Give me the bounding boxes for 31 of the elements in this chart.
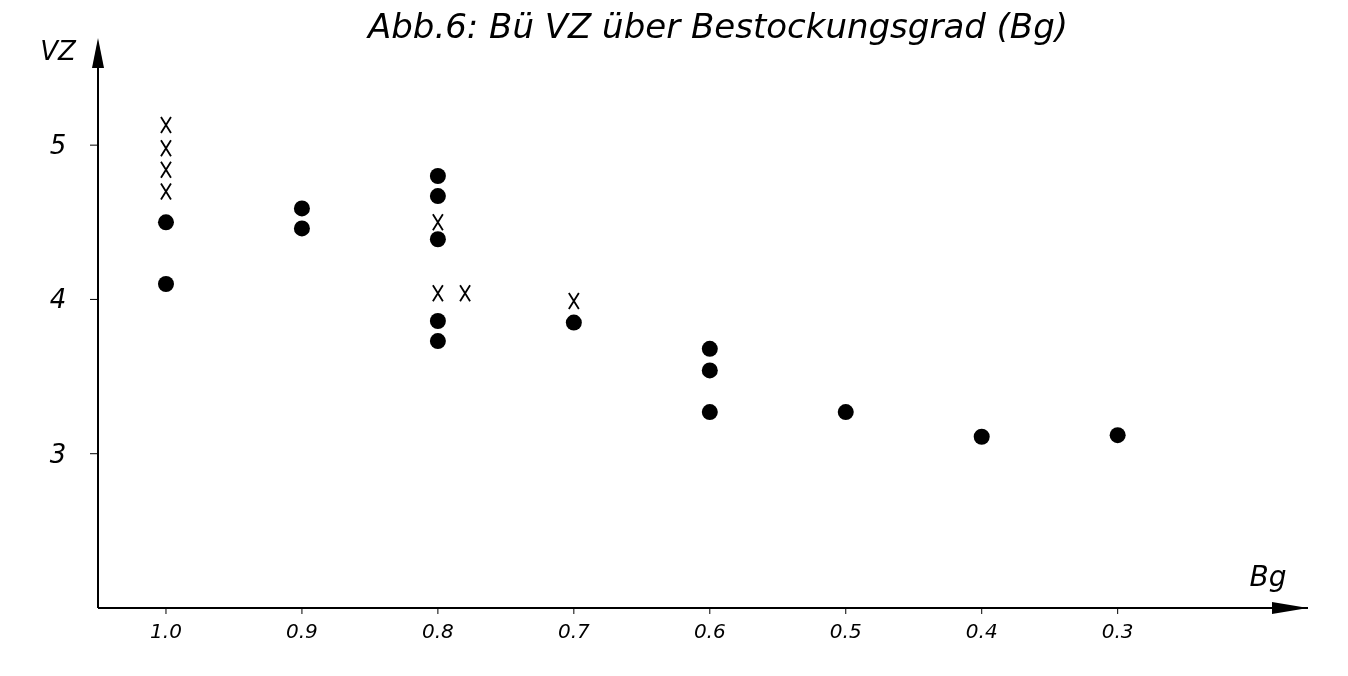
x-tick-label: 0.7 [557,619,591,643]
y-axis-title: VZ [40,36,77,66]
y-tick-label: 4 [49,284,67,315]
point [973,428,990,445]
chart-title: Abb.6: Bü VZ über Bestockungsgrad (Bg) [365,6,1069,46]
x-axis-title: Bg [1249,560,1287,593]
y-tick-label: 5 [49,130,67,161]
point [293,220,310,237]
point [701,340,718,357]
point [567,292,580,310]
x-tick-label: 0.8 [421,619,454,643]
point [157,276,174,292]
point [429,313,446,330]
point [1109,427,1126,444]
x-tick-label: 0.9 [286,619,318,643]
y-tick-label: 3 [49,438,67,469]
point [429,168,446,184]
point [701,362,718,379]
point [565,314,582,331]
point [429,188,446,205]
point [429,231,446,248]
x-tick-label: 0.4 [965,619,998,643]
point [837,404,854,421]
point [157,214,174,231]
point [701,404,718,421]
x-tick-label: 0.5 [829,619,862,643]
x-tick-label: 1.0 [150,619,182,643]
x-tick-label: 0.3 [1101,619,1134,643]
x-tick-label: 0.6 [693,619,726,643]
point [429,333,446,350]
point [293,200,310,217]
